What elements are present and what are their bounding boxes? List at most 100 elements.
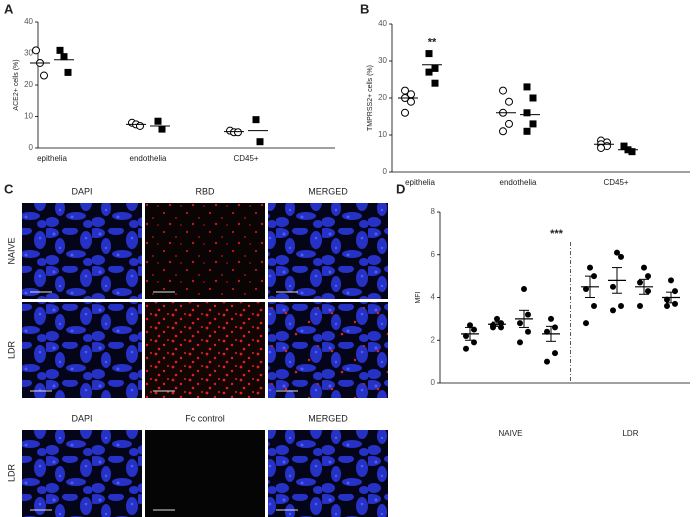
data-point xyxy=(471,339,477,346)
data-point xyxy=(552,324,558,331)
x-tick-label: epithelia xyxy=(37,154,67,163)
data-point xyxy=(158,125,166,133)
data-point xyxy=(672,300,678,307)
y-tick-label: 6 xyxy=(431,250,436,259)
annotation: *** xyxy=(550,228,564,240)
data-point xyxy=(463,345,469,352)
panel-letter: D xyxy=(396,181,405,196)
data-point xyxy=(498,324,504,331)
data-point xyxy=(637,303,643,310)
group-label: NAIVE xyxy=(498,429,522,438)
y-tick-label: 20 xyxy=(378,93,387,102)
micrograph xyxy=(22,302,142,398)
column-label: MERGED xyxy=(308,186,348,196)
micrograph xyxy=(268,203,388,299)
data-point xyxy=(56,46,64,54)
y-tick-label: 8 xyxy=(431,207,436,216)
data-point xyxy=(637,279,643,286)
y-tick-label: 0 xyxy=(29,143,34,152)
data-point xyxy=(517,339,523,346)
data-point xyxy=(645,273,651,280)
data-point xyxy=(523,127,531,135)
y-tick-label: 0 xyxy=(383,167,388,176)
y-tick-label: 20 xyxy=(24,80,33,89)
data-point xyxy=(548,315,554,322)
data-point xyxy=(610,283,616,290)
data-point xyxy=(521,285,527,292)
data-point xyxy=(499,127,507,136)
y-tick-label: 40 xyxy=(378,19,387,28)
panel-letter: C xyxy=(4,181,14,196)
data-point xyxy=(252,116,260,124)
column-label: RBD xyxy=(195,186,215,196)
y-tick-label: 0 xyxy=(431,378,436,387)
row-label: LDR xyxy=(6,464,16,483)
x-tick-label: epithelia xyxy=(405,178,435,187)
data-point xyxy=(505,97,513,106)
data-point xyxy=(256,138,264,146)
panel-letter: A xyxy=(4,1,14,16)
data-point xyxy=(499,86,507,95)
y-tick-label: 2 xyxy=(431,335,436,344)
data-point xyxy=(463,332,469,339)
data-point xyxy=(32,46,40,55)
data-point xyxy=(672,288,678,295)
data-point xyxy=(587,264,593,271)
data-point xyxy=(628,148,636,156)
data-point xyxy=(529,120,537,128)
data-point xyxy=(64,68,72,76)
y-tick-label: 4 xyxy=(431,293,436,302)
y-tick-label: 10 xyxy=(378,130,387,139)
data-point xyxy=(583,320,589,327)
y-tick-label: 10 xyxy=(24,112,33,121)
data-point xyxy=(614,249,620,256)
data-point xyxy=(544,358,550,365)
micrograph xyxy=(145,203,265,299)
data-point xyxy=(523,83,531,91)
y-tick-label: 40 xyxy=(24,17,33,26)
data-point xyxy=(664,296,670,303)
data-point xyxy=(597,143,605,152)
data-point xyxy=(645,288,651,295)
panel-letter: B xyxy=(360,1,369,16)
data-point xyxy=(60,53,68,61)
scale-bars xyxy=(30,291,298,511)
column-label: Fc control xyxy=(185,413,225,423)
x-tick-label: CD45+ xyxy=(233,154,258,163)
y-axis-label: TMPRSS2+ cells (%) xyxy=(367,65,374,131)
data-point xyxy=(591,303,597,310)
data-point xyxy=(431,79,439,87)
y-tick-label: 30 xyxy=(24,49,33,58)
micrograph xyxy=(268,302,388,398)
data-point xyxy=(523,109,531,117)
y-axis-label: MFI xyxy=(415,291,422,303)
micrograph xyxy=(145,430,265,517)
data-point xyxy=(431,64,439,72)
data-point xyxy=(425,68,433,76)
data-point xyxy=(529,94,537,102)
data-point xyxy=(517,320,523,327)
data-point xyxy=(668,277,674,284)
x-tick-label: endothelia xyxy=(130,154,167,163)
data-point xyxy=(505,119,513,128)
x-tick-label: CD45+ xyxy=(603,178,628,187)
data-point xyxy=(467,322,473,329)
row-label: NAIVE xyxy=(6,237,16,264)
y-axis-label: ACE2+ cells (%) xyxy=(13,59,20,110)
group-label: LDR xyxy=(622,429,638,438)
micrograph xyxy=(145,302,265,398)
data-point xyxy=(525,311,531,318)
data-point xyxy=(407,97,415,106)
data-point xyxy=(664,303,670,310)
micrograph xyxy=(268,430,388,517)
column-label: DAPI xyxy=(71,186,92,196)
data-point xyxy=(641,264,647,271)
data-point xyxy=(620,142,628,150)
column-label: DAPI xyxy=(71,413,92,423)
data-point xyxy=(40,71,48,80)
data-point xyxy=(544,328,550,335)
data-point xyxy=(618,303,624,310)
micrographs: C DAPI RBD MERGED DAPI Fc control MERGED… xyxy=(4,181,388,517)
annotation: ** xyxy=(428,37,437,49)
